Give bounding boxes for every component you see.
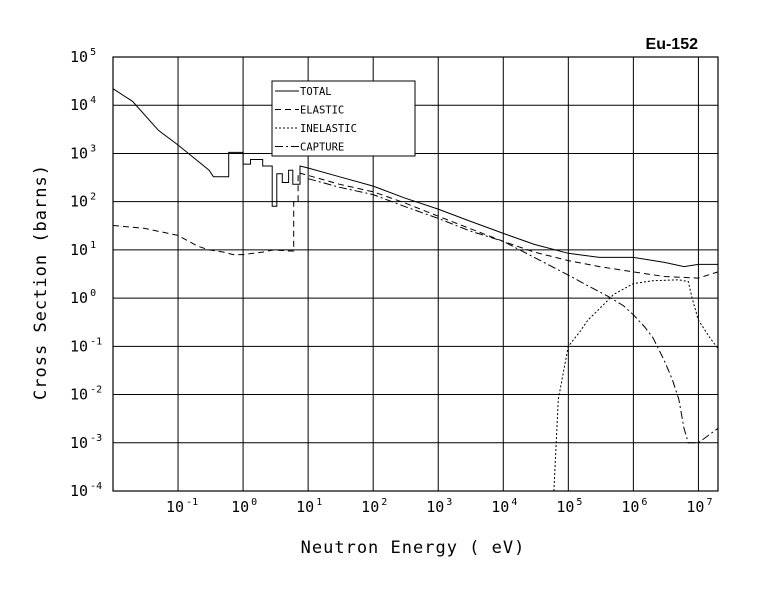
series-inelastic <box>553 279 719 492</box>
x-tick-label: 10 1 <box>296 497 322 516</box>
series-total <box>112 88 718 268</box>
plot-frame <box>112 56 719 492</box>
y-tick-label: 10 2 <box>70 192 96 211</box>
y-tick-label: 10 5 <box>70 47 96 66</box>
y-tick-label: 10 -3 <box>70 433 102 452</box>
y-tick-label: 10 -4 <box>70 481 102 500</box>
legend-label: ELASTIC <box>300 105 344 117</box>
y-tick-label: 10 -1 <box>70 336 102 355</box>
x-axis-label: Neutron Energy ( eV) <box>301 538 526 558</box>
series-capture <box>307 178 719 444</box>
y-tick-label: 10 -2 <box>70 385 102 404</box>
y-tick-label: 10 0 <box>70 288 96 307</box>
x-tick-label: 10 7 <box>686 497 712 516</box>
x-tick-label: 10 -1 <box>166 497 198 516</box>
series-layer <box>112 88 719 492</box>
x-tick-label: 10 5 <box>556 497 582 516</box>
legend-label: TOTAL <box>300 86 332 98</box>
legend: TOTAL ELASTIC INELASTIC CAPTURE <box>271 80 416 157</box>
y-tick-label: 10 3 <box>70 143 96 162</box>
y-tick-label: 10 1 <box>70 240 96 259</box>
y-tick-label: 10 4 <box>70 95 96 114</box>
x-tick-label: 10 3 <box>426 497 452 516</box>
legend-box <box>271 80 416 157</box>
y-axis-label: Cross Section (barns) <box>31 164 51 400</box>
legend-label: CAPTURE <box>300 142 344 154</box>
legend-label: INELASTIC <box>300 123 357 135</box>
chart-title: Eu-152 <box>646 36 699 53</box>
x-tick-label: 10 4 <box>491 497 517 516</box>
x-tick-label: 10 0 <box>231 497 257 516</box>
x-tick-label: 10 6 <box>621 497 647 516</box>
tick-labels: 10 5 10 4 10 3 10 2 10 1 10 0 10 -1 10 -2 10 -3 10 -4 10 -1 10… <box>70 47 713 516</box>
x-tick-label: 10 2 <box>361 497 387 516</box>
series-elastic <box>112 171 719 279</box>
